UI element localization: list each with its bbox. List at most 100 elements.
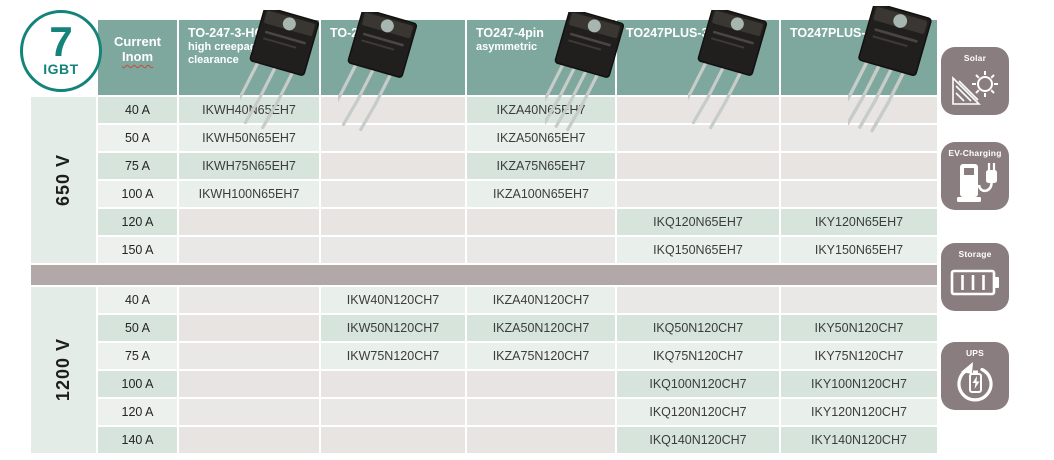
empty-cell	[467, 371, 615, 397]
part-number-cell: IKQ100N120CH7	[617, 371, 779, 397]
application-tile-ev-charging: EV-Charging	[941, 142, 1009, 210]
igbt-count-badge: 7 IGBT	[20, 10, 102, 92]
column-header-package-2: TO247-4pin asymmetric	[467, 20, 615, 95]
part-number-cell: IKQ140N120CH7	[617, 427, 779, 453]
package-subtitle: high creepage, high clearance	[188, 41, 292, 66]
empty-cell	[321, 427, 465, 453]
part-number-cell: IKW75N120CH7	[321, 343, 465, 369]
empty-cell	[467, 237, 615, 263]
part-number-cell: IKQ75N120CH7	[617, 343, 779, 369]
badge-number: 7	[49, 18, 73, 65]
part-number-cell: IKWH50N65EH7	[179, 125, 319, 151]
part-number-cell: IKZA75N65EH7	[467, 153, 615, 179]
empty-cell	[321, 153, 465, 179]
empty-cell	[321, 399, 465, 425]
empty-cell	[179, 209, 319, 235]
solar-icon	[947, 63, 1003, 113]
empty-cell	[321, 209, 465, 235]
current-cell: 100 A	[98, 371, 177, 397]
empty-cell	[321, 181, 465, 207]
part-number-cell: IKY100N120CH7	[781, 371, 937, 397]
current-cell: 75 A	[98, 153, 177, 179]
application-label: UPS	[965, 348, 985, 358]
part-number-cell: IKQ120N120CH7	[617, 399, 779, 425]
voltage-label-text: 1200 V	[53, 338, 73, 402]
empty-cell	[467, 427, 615, 453]
part-number-cell: IKZA40N65EH7	[467, 97, 615, 123]
empty-cell	[321, 125, 465, 151]
part-number-cell: IKY50N120CH7	[781, 315, 937, 341]
part-number-cell: IKZA40N120CH7	[467, 287, 615, 313]
package-subtitle: asymmetric	[476, 41, 538, 53]
application-tile-storage: Storage	[941, 243, 1009, 311]
empty-cell	[467, 399, 615, 425]
current-cell: 150 A	[98, 237, 177, 263]
column-header-package-4: TO247PLUS-4pin	[781, 20, 937, 95]
empty-cell	[617, 97, 779, 123]
part-number-cell: IKWH75N65EH7	[179, 153, 319, 179]
part-number-cell: IKZA75N120CH7	[467, 343, 615, 369]
empty-cell	[467, 209, 615, 235]
empty-cell	[781, 287, 937, 313]
empty-cell	[617, 153, 779, 179]
empty-cell	[179, 287, 319, 313]
current-cell: 120 A	[98, 399, 177, 425]
part-number-cell: IKQ120N65EH7	[617, 209, 779, 235]
voltage-group-label: 1200 V	[31, 287, 96, 453]
current-cell: 75 A	[98, 343, 177, 369]
empty-cell	[179, 371, 319, 397]
empty-cell	[179, 399, 319, 425]
application-tile-ups: UPS	[941, 342, 1009, 410]
part-number-cell: IKY75N120CH7	[781, 343, 937, 369]
part-number-cell: IKZA100N65EH7	[467, 181, 615, 207]
ups-icon	[949, 358, 1001, 410]
empty-cell	[321, 237, 465, 263]
empty-cell	[617, 287, 779, 313]
empty-cell	[617, 181, 779, 207]
empty-cell	[781, 153, 937, 179]
empty-cell	[179, 237, 319, 263]
part-number-cell: IKWH100N65EH7	[179, 181, 319, 207]
ev-charging-icon	[947, 158, 1003, 210]
application-label: EV-Charging	[948, 148, 1002, 158]
part-number-cell: IKQ50N120CH7	[617, 315, 779, 341]
part-number-cell: IKW50N120CH7	[321, 315, 465, 341]
application-label: Storage	[958, 249, 992, 259]
current-cell: 40 A	[98, 287, 177, 313]
part-number-cell: IKWH40N65EH7	[179, 97, 319, 123]
empty-cell	[179, 315, 319, 341]
empty-cell	[781, 125, 937, 151]
package-name: TO-247-3	[330, 26, 384, 40]
application-tile-solar: Solar	[941, 47, 1009, 115]
product-selection-table: Current Inom TO-247-3-HCC high creepage, hi…	[31, 20, 937, 453]
storage-icon	[946, 259, 1004, 309]
current-cell: 50 A	[98, 125, 177, 151]
package-name: TO-247-3-HCC	[188, 26, 273, 40]
part-number-cell: IKZA50N65EH7	[467, 125, 615, 151]
application-icons-column: Solar EV-Charging Storage UPS	[941, 0, 1009, 460]
current-cell: 50 A	[98, 315, 177, 341]
part-number-cell: IKQ150N65EH7	[617, 237, 779, 263]
badge-label: IGBT	[43, 61, 79, 77]
part-number-cell: IKY120N120CH7	[781, 399, 937, 425]
voltage-label-text: 650 V	[53, 153, 73, 207]
empty-cell	[781, 97, 937, 123]
package-name: TO247PLUS-4pin	[790, 26, 892, 40]
current-inom-label: Inom	[121, 49, 154, 64]
part-number-cell: IKY120N65EH7	[781, 209, 937, 235]
column-header-package-3: TO247PLUS-3pin	[617, 20, 779, 95]
application-label: Solar	[963, 53, 987, 63]
current-cell: 140 A	[98, 427, 177, 453]
empty-cell	[179, 427, 319, 453]
package-name: TO247PLUS-3pin	[626, 26, 728, 40]
current-cell: 100 A	[98, 181, 177, 207]
empty-cell	[321, 97, 465, 123]
column-header-current: Current Inom	[98, 20, 177, 95]
empty-cell	[781, 181, 937, 207]
column-header-package-1: TO-247-3	[321, 20, 465, 95]
part-number-cell: IKY150N65EH7	[781, 237, 937, 263]
package-name: TO247-4pin	[476, 26, 544, 40]
section-separator	[31, 265, 937, 285]
empty-cell	[321, 371, 465, 397]
